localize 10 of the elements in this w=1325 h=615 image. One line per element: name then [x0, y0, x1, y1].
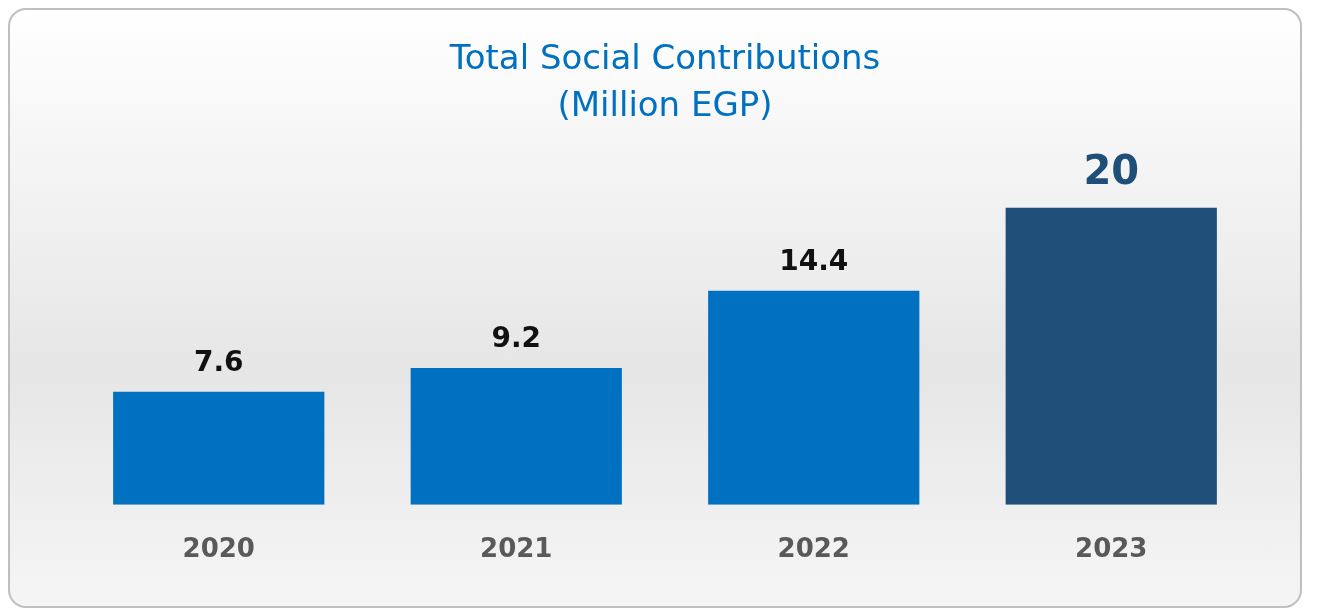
x-tick-label: 2020	[182, 533, 255, 564]
x-tick-label: 2022	[777, 533, 850, 564]
x-tick-label: 2021	[480, 533, 553, 564]
data-label: 7.6	[193, 345, 244, 379]
data-label: 20	[1083, 146, 1140, 193]
data-label: 14.4	[779, 244, 849, 278]
chart-subtitle: (Million EGP)	[557, 84, 773, 125]
chart-title: Total Social Contributions	[448, 37, 881, 78]
x-tick-label: 2023	[1075, 533, 1148, 564]
data-label: 9.2	[491, 321, 542, 355]
